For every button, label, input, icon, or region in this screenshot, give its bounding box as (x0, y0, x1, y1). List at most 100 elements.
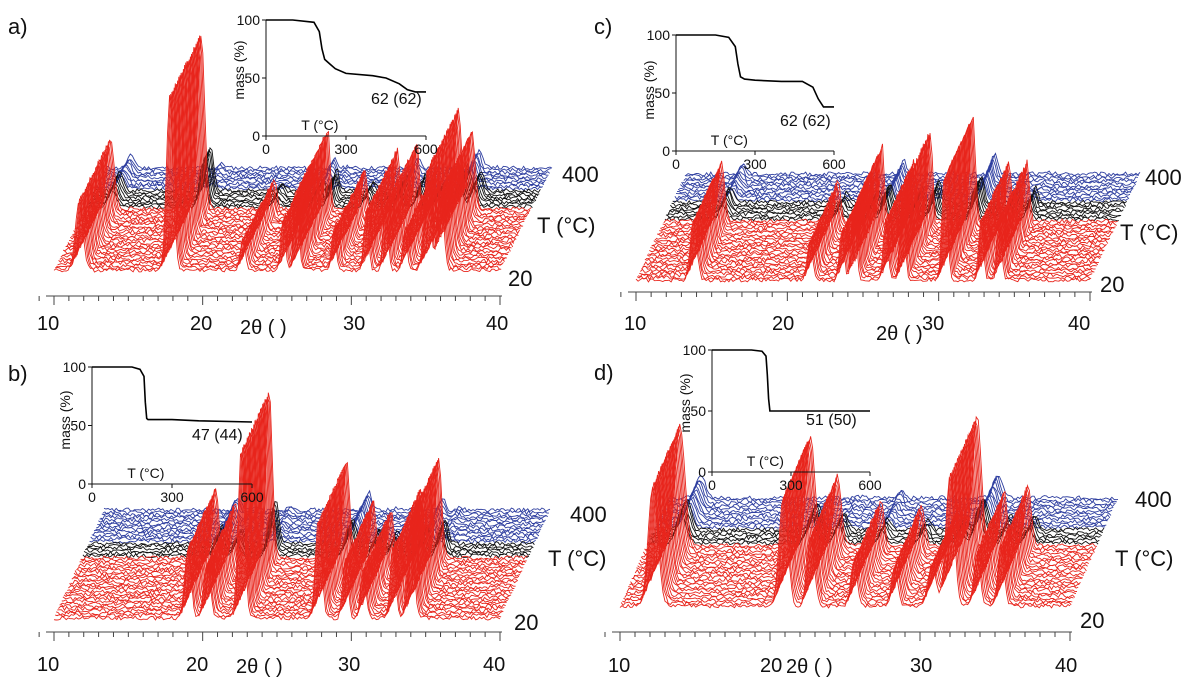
x-axis-label: 2θ ( ) (786, 656, 833, 678)
tga-inset: 0 50 100 0 300 600 mass (%) T (°C) 47 (44) (57, 359, 264, 505)
xrd-trace (648, 149, 1103, 257)
x-axis: 10 20 30 40 2θ ( ) (620, 291, 1092, 345)
inset-y-tick-label: 100 (63, 359, 87, 375)
panel-label: a) (8, 14, 28, 39)
mass-loss-annotation: 62 (62) (371, 91, 422, 108)
xrd-trace (89, 523, 536, 544)
xrd-trace (66, 428, 513, 595)
panel-c: c) 10 20 30 40 2θ ( ) 400 T (°C) 20 0501… (594, 14, 1182, 345)
x-tick-label: 10 (37, 654, 59, 676)
inset-x-tick-label: 300 (334, 141, 358, 157)
xrd-trace (88, 501, 535, 547)
xrd-trace (53, 453, 501, 621)
z-tick-high: 400 (570, 502, 607, 527)
xrd-trace (58, 444, 505, 612)
inset-y-tick-label: 50 (690, 403, 706, 419)
x-axis-label: 2θ ( ) (876, 323, 923, 345)
xrd-trace (640, 165, 1095, 274)
inset-y-tick-label: 100 (647, 27, 671, 43)
z-tick-high: 400 (562, 162, 599, 187)
panel-label: b) (8, 361, 28, 386)
x-axis: 10 20 30 40 2θ ( ) (37, 295, 508, 339)
z-tick-high: 400 (1135, 487, 1172, 512)
x-tick-label: 30 (338, 654, 360, 676)
inset-y-tick-label: 0 (662, 143, 670, 159)
inset-x-label: T (°C) (127, 465, 164, 481)
xrd-trace (85, 509, 532, 554)
xrd-trace (59, 442, 506, 609)
z-axis-label: T (°C) (548, 546, 607, 571)
mass-loss-annotation: 47 (44) (192, 427, 243, 444)
xrd-trace (641, 163, 1096, 272)
tga-inset: 0 50 100 0 300 600 mass (%) T (°C) 51 (50) (677, 342, 882, 493)
inset-x-tick-label: 0 (88, 489, 96, 505)
x-tick-label: 40 (483, 654, 505, 676)
xrd-trace (646, 150, 1102, 259)
xrd-trace (57, 444, 504, 614)
xrd-trace (60, 437, 507, 607)
x-tick-label: 20 (772, 313, 794, 335)
inset-x-tick-label: 300 (779, 477, 803, 493)
x-axis: 10 20 30 40 2θ ( ) (37, 631, 505, 678)
inset-x-tick-label: 0 (672, 156, 680, 172)
xrd-trace (650, 145, 1105, 252)
xrd-trace (54, 452, 502, 619)
x-tick-label: 10 (608, 655, 630, 677)
xrd-traces (53, 35, 553, 273)
xrd-trace (63, 431, 511, 600)
z-axis-label: T (°C) (537, 213, 596, 238)
z-tick-low: 20 (1100, 272, 1124, 297)
tga-curve (676, 34, 834, 108)
inset-y-tick-label: 50 (654, 85, 670, 101)
xrd-trace (70, 418, 517, 585)
xrd-trace (85, 507, 533, 552)
xrd-trace (661, 487, 1113, 514)
mass-loss-annotation: 62 (62) (780, 113, 831, 130)
xrd-trace (68, 420, 515, 590)
x-tick-label: 20 (760, 655, 782, 677)
inset-x-tick-label: 0 (262, 141, 270, 157)
xrd-trace (62, 432, 510, 602)
tga-curve (712, 349, 870, 412)
panel-d: d) 10 20 30 40 2θ ( ) 400 T (°C) 20 0501… (594, 342, 1174, 678)
xrd-traces (619, 415, 1119, 609)
inset-x-tick-label: 300 (743, 156, 767, 172)
xrd-trace (653, 137, 1109, 246)
inset-y-label: mass (%) (641, 60, 657, 119)
inset-y-tick-label: 100 (237, 12, 261, 28)
xrd-trace (660, 489, 1112, 517)
xrd-trace (69, 419, 516, 588)
panel-label: d) (594, 360, 614, 385)
x-tick-label: 40 (1055, 655, 1077, 677)
inset-x-tick-label: 0 (708, 477, 716, 493)
inset-y-tick-label: 0 (252, 128, 260, 144)
xrd-trace (655, 132, 1111, 241)
xrd-trace (644, 155, 1099, 264)
inset-x-tick-label: 600 (414, 141, 438, 157)
xrd-trace (76, 402, 524, 571)
xrd-trace (67, 424, 514, 593)
x-tick-label: 10 (37, 313, 59, 335)
xrd-trace (635, 176, 1091, 283)
panel-label: c) (594, 14, 612, 39)
xrd-trace (654, 135, 1110, 243)
xrd-trace (56, 447, 503, 616)
xrd-trace (645, 152, 1101, 262)
x-tick-label: 30 (343, 313, 365, 335)
inset-x-label: T (°C) (301, 117, 338, 133)
x-tick-label: 40 (1068, 313, 1090, 335)
xrd-trace (91, 517, 539, 540)
xrd-trace (78, 399, 525, 568)
tga-inset: 0 50 100 0 300 600 mass (%) T (°C) 62 (62) (231, 12, 438, 157)
inset-x-tick-label: 300 (160, 489, 184, 505)
z-axis-label: T (°C) (1115, 546, 1174, 571)
xrd-trace (639, 168, 1094, 276)
inset-y-tick-label: 100 (683, 342, 707, 358)
xrd-trace (665, 477, 1116, 506)
inset-y-tick-label: 50 (70, 418, 86, 434)
z-tick-low: 20 (514, 610, 538, 635)
inset-y-label: mass (%) (231, 40, 247, 99)
xrd-trace (643, 159, 1099, 267)
x-axis-label: 2θ ( ) (236, 656, 283, 678)
